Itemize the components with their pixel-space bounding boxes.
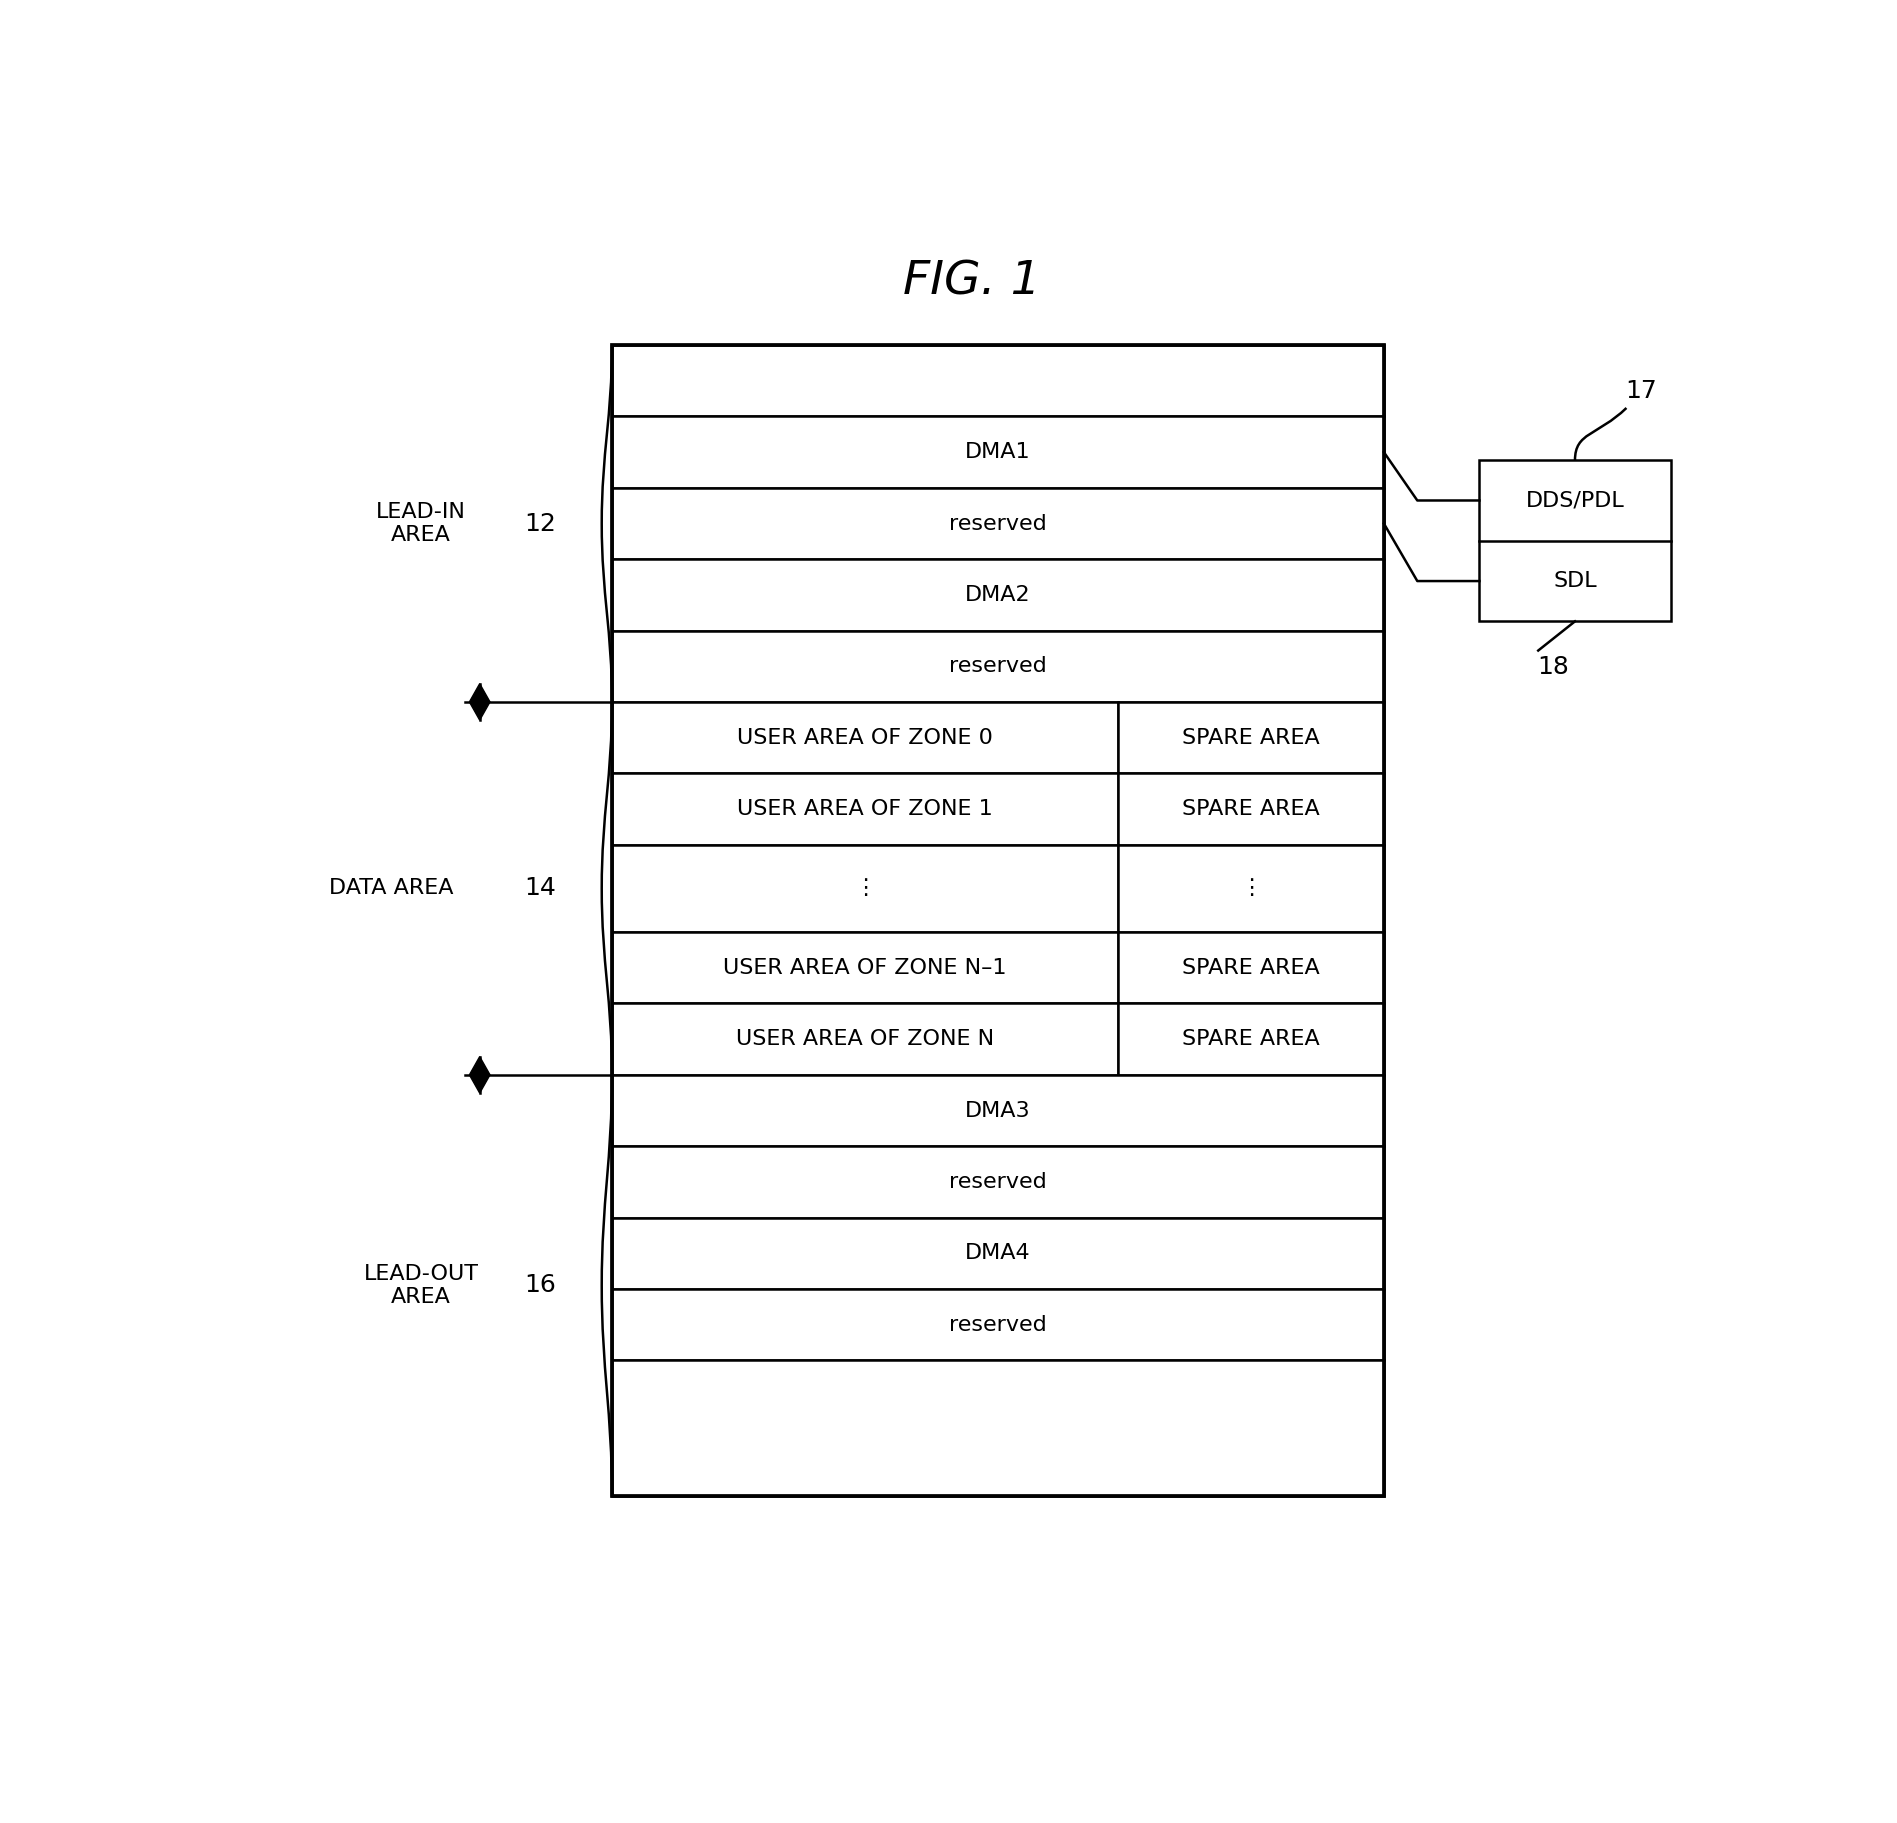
Polygon shape — [469, 1057, 489, 1076]
Text: SPARE AREA: SPARE AREA — [1182, 798, 1320, 819]
Bar — [613, 1003, 1117, 1076]
Bar — [613, 1218, 1385, 1289]
Bar — [613, 932, 1117, 1003]
Text: DMA1: DMA1 — [966, 443, 1030, 463]
Text: DMA3: DMA3 — [966, 1101, 1030, 1121]
Text: 18: 18 — [1537, 656, 1569, 680]
Text: LEAD-IN
AREA: LEAD-IN AREA — [376, 501, 467, 545]
Text: USER AREA OF ZONE 1: USER AREA OF ZONE 1 — [736, 798, 992, 819]
Bar — [1117, 932, 1385, 1003]
Text: SDL: SDL — [1554, 571, 1597, 591]
Bar — [613, 345, 1385, 416]
Bar — [1117, 844, 1385, 932]
Text: 17: 17 — [1626, 379, 1656, 403]
Bar — [1480, 459, 1671, 622]
Bar — [613, 631, 1385, 702]
Text: SPARE AREA: SPARE AREA — [1182, 1030, 1320, 1050]
Text: reserved: reserved — [948, 514, 1047, 534]
Text: DATA AREA: DATA AREA — [330, 879, 453, 899]
Bar — [1117, 773, 1385, 844]
Bar — [613, 702, 1117, 773]
Text: reserved: reserved — [948, 656, 1047, 676]
Bar — [613, 416, 1385, 489]
Text: DMA2: DMA2 — [966, 585, 1030, 605]
Text: USER AREA OF ZONE N–1: USER AREA OF ZONE N–1 — [723, 957, 1007, 977]
Text: 14: 14 — [524, 877, 556, 901]
Bar — [1117, 1003, 1385, 1076]
Polygon shape — [469, 702, 489, 720]
Text: reserved: reserved — [948, 1314, 1047, 1334]
Bar — [1117, 702, 1385, 773]
Text: USER AREA OF ZONE 0: USER AREA OF ZONE 0 — [736, 727, 992, 747]
Text: FIG. 1: FIG. 1 — [903, 259, 1041, 304]
Text: DDS/PDL: DDS/PDL — [1525, 490, 1624, 510]
Text: 12: 12 — [524, 512, 556, 536]
Polygon shape — [469, 1076, 489, 1094]
Text: ⋮: ⋮ — [854, 879, 876, 899]
Bar — [613, 773, 1117, 844]
Bar — [613, 1360, 1385, 1497]
Text: 16: 16 — [524, 1274, 556, 1298]
Text: SPARE AREA: SPARE AREA — [1182, 727, 1320, 747]
Text: ⋮: ⋮ — [1239, 879, 1262, 899]
Text: SPARE AREA: SPARE AREA — [1182, 957, 1320, 977]
Polygon shape — [469, 684, 489, 702]
Text: USER AREA OF ZONE N: USER AREA OF ZONE N — [736, 1030, 994, 1050]
Bar — [613, 345, 1385, 1497]
Text: DMA4: DMA4 — [966, 1243, 1030, 1263]
Bar — [613, 844, 1117, 932]
Bar — [613, 1076, 1385, 1147]
Text: reserved: reserved — [948, 1172, 1047, 1192]
Bar — [613, 1147, 1385, 1218]
Bar — [613, 489, 1385, 560]
Text: LEAD-OUT
AREA: LEAD-OUT AREA — [364, 1263, 478, 1307]
Bar — [613, 1289, 1385, 1360]
Bar — [613, 560, 1385, 631]
